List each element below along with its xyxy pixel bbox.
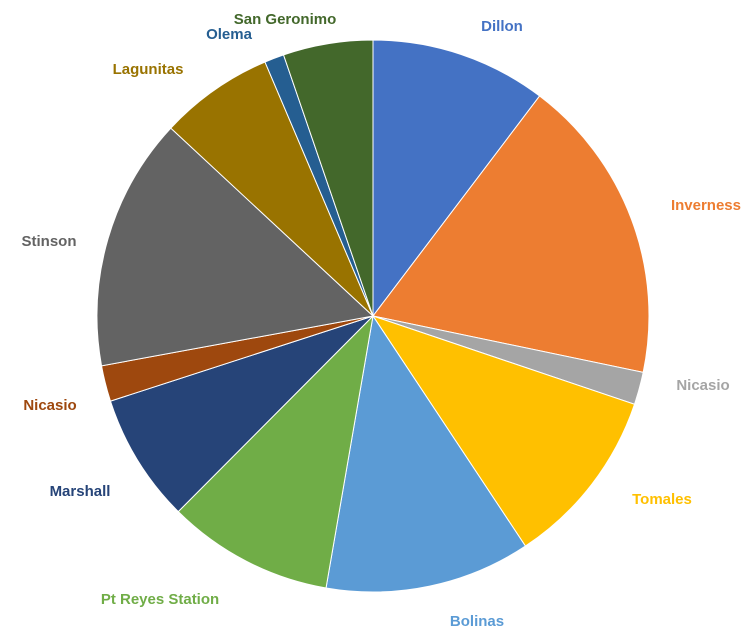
slice-label-pt-reyes-station-5: Pt Reyes Station	[101, 591, 219, 608]
pie-labels: Dillon Inverness Nicasio Tomales Bolinas Pt R…	[22, 11, 742, 630]
pie-slice-san-geronimo-11	[282, 39, 374, 317]
slice-label-marshall-6: Marshall	[50, 483, 111, 500]
slice-label-tomales-3: Tomales	[632, 491, 692, 508]
pie-slices	[96, 39, 650, 593]
pie-slice-dillon-0	[372, 39, 541, 318]
pie-slice-inverness-1	[372, 95, 650, 373]
slice-label-inverness-1: Inverness	[671, 197, 741, 214]
slice-label-lagunitas-9: Lagunitas	[113, 61, 184, 78]
pie-slice-tomales-3	[371, 315, 636, 547]
slice-label-olema-10: Olema	[206, 26, 253, 43]
pie-slice-lagunitas-9	[170, 61, 374, 317]
slice-label-stinson-8: Stinson	[22, 233, 77, 250]
slice-label-bolinas-4: Bolinas	[450, 613, 504, 630]
pie-slice-pt-reyes-station-5	[177, 314, 374, 589]
pie-slice-stinson-8	[96, 127, 375, 367]
slice-label-nicasio-2: Nicasio	[676, 377, 729, 394]
slice-label-san-geronimo-11: San Geronimo	[234, 11, 337, 28]
pie-slice-marshall-6	[109, 315, 374, 513]
slice-label-dillon-0: Dillon	[481, 18, 523, 35]
slice-label-nicasio-7: Nicasio	[23, 397, 76, 414]
pie-slice-bolinas-4	[325, 314, 527, 593]
